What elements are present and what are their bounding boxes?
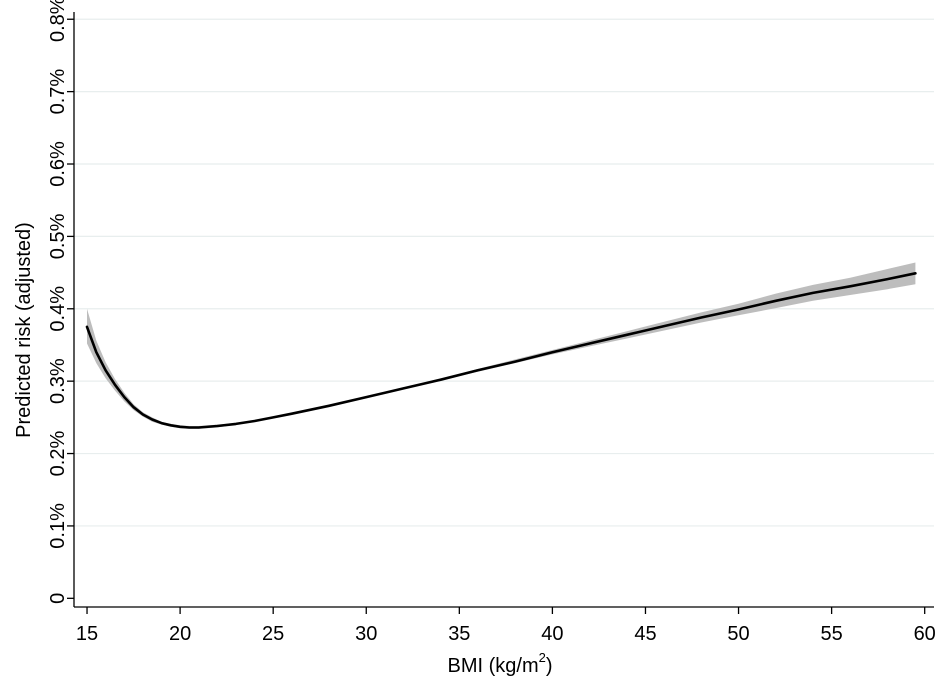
x-tick-label: 40 bbox=[541, 623, 563, 645]
x-tick-label: 30 bbox=[355, 623, 377, 645]
x-tick-label: 25 bbox=[262, 623, 284, 645]
x-axis-title-superscript: 2 bbox=[539, 650, 546, 665]
gridlines bbox=[74, 18, 934, 527]
series-line-group bbox=[85, 272, 917, 429]
series-line bbox=[85, 272, 917, 429]
x-axis-ticks: 15 20 25 30 35 40 45 50 55 60 bbox=[76, 607, 936, 645]
x-tick-label: 20 bbox=[169, 623, 191, 645]
y-tick-label: 0.8% bbox=[47, 0, 69, 42]
y-tick-label: 0 bbox=[47, 593, 69, 604]
y-tick-label: 0.4% bbox=[47, 286, 69, 332]
y-tick-label: 0.7% bbox=[47, 69, 69, 115]
y-tick-label: 0.5% bbox=[47, 213, 69, 259]
x-tick-label: 60 bbox=[914, 623, 936, 645]
x-axis-title-main: BMI (kg/m bbox=[447, 655, 538, 677]
x-tick-label: 35 bbox=[448, 623, 470, 645]
y-tick-label: 0.1% bbox=[47, 503, 69, 549]
x-axis-title: BMI (kg/m2) bbox=[447, 650, 552, 677]
y-tick-label: 0.3% bbox=[47, 358, 69, 404]
confidence-band bbox=[87, 262, 916, 429]
confidence-band-area bbox=[87, 262, 916, 429]
x-tick-label: 45 bbox=[634, 623, 656, 645]
y-tick-label: 0.2% bbox=[47, 431, 69, 477]
y-axis-ticks: 0 0.1% 0.2% 0.3% 0.4% 0.5% 0.6% 0.7% 0.8% bbox=[47, 0, 74, 604]
y-tick-label: 0.6% bbox=[47, 141, 69, 187]
x-axis-title-suffix: ) bbox=[546, 655, 553, 677]
x-tick-label: 50 bbox=[727, 623, 749, 645]
y-axis-title: Predicted risk (adjusted) bbox=[13, 222, 35, 438]
x-tick-label: 15 bbox=[76, 623, 98, 645]
x-tick-label: 55 bbox=[820, 623, 842, 645]
axes bbox=[73, 12, 934, 608]
